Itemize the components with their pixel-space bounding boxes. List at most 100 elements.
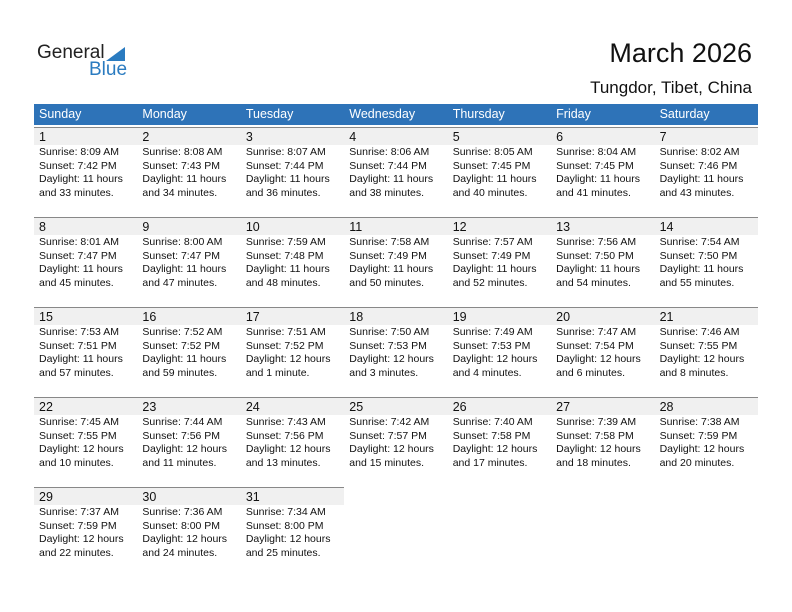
- day-info: Sunrise: 7:57 AM Sunset: 7:49 PM Daylight:…: [448, 235, 551, 290]
- page-title: March 2026: [609, 38, 752, 68]
- day-info: Sunrise: 8:06 AM Sunset: 7:44 PM Daylight:…: [344, 145, 447, 200]
- day-info: Sunrise: 7:49 AM Sunset: 7:53 PM Daylight:…: [448, 325, 551, 380]
- daylight-minutes-text: and 8 minutes.: [659, 366, 729, 379]
- day-info: Sunrise: 7:46 AM Sunset: 7:55 PM Daylight:…: [655, 325, 758, 380]
- sunset-text: Sunset: 7:43 PM: [142, 159, 221, 172]
- day-info: Sunrise: 7:56 AM Sunset: 7:50 PM Daylight:…: [551, 235, 654, 290]
- daylight-text: Daylight: 11 hours: [556, 263, 640, 275]
- day-info: Sunrise: 7:42 AM Sunset: 7:57 PM Daylight:…: [344, 415, 447, 470]
- day-number: 18: [344, 307, 448, 325]
- weekday-friday: Friday: [556, 107, 591, 121]
- day-cell: 14 Sunrise: 7:54 AM Sunset: 7:50 PM Dayligh…: [654, 215, 758, 305]
- daylight-text: Daylight: 11 hours: [39, 173, 123, 185]
- daylight-text: Daylight: 11 hours: [142, 263, 227, 275]
- sunrise-text: Sunrise: 7:40 AM: [452, 416, 533, 428]
- day-cell: 29 Sunrise: 7:37 AM Sunset: 7:59 PM Dayligh…: [34, 485, 138, 575]
- day-info: Sunrise: 7:53 AM Sunset: 7:51 PM Daylight:…: [34, 325, 137, 380]
- day-cell: 18 Sunrise: 7:50 AM Sunset: 7:53 PM Dayligh…: [344, 305, 448, 395]
- day-number: 21: [654, 307, 758, 325]
- day-info: Sunrise: 8:07 AM Sunset: 7:44 PM Daylight:…: [241, 145, 344, 200]
- day-info: Sunrise: 8:05 AM Sunset: 7:45 PM Daylight:…: [448, 145, 551, 200]
- daylight-minutes-text: and 22 minutes.: [39, 546, 114, 559]
- sunrise-text: Sunrise: 7:59 AM: [245, 236, 326, 248]
- sunset-text: Sunset: 7:42 PM: [39, 159, 117, 172]
- day-cell: 4 Sunrise: 8:06 AM Sunset: 7:44 PM Daylight…: [344, 125, 448, 215]
- daylight-minutes-text: and 20 minutes.: [659, 456, 735, 469]
- day-number: 25: [344, 397, 448, 415]
- daylight-text: Daylight: 12 hours: [659, 443, 745, 455]
- day-number: 19: [447, 307, 552, 325]
- sunrise-text: Sunrise: 7:49 AM: [452, 326, 533, 338]
- daylight-text: Daylight: 12 hours: [142, 533, 228, 545]
- sunset-text: Sunset: 7:49 PM: [452, 249, 531, 262]
- day-number: 7: [654, 127, 758, 145]
- daylight-text: Daylight: 12 hours: [142, 443, 228, 455]
- logo-triangle-icon: [106, 47, 125, 61]
- daylight-minutes-text: and 34 minutes.: [142, 186, 218, 199]
- sunrise-text: Sunrise: 7:42 AM: [349, 416, 430, 428]
- daylight-minutes-text: and 1 minute.: [245, 366, 310, 379]
- daylight-text: Daylight: 11 hours: [452, 263, 537, 275]
- sunrise-text: Sunrise: 7:45 AM: [39, 416, 119, 428]
- day-cell: 9 Sunrise: 8:00 AM Sunset: 7:47 PM Daylight…: [137, 215, 241, 305]
- day-number: 15: [34, 307, 138, 325]
- sunset-text: Sunset: 7:58 PM: [556, 429, 634, 442]
- weekday-thursday: Thursday: [452, 107, 505, 121]
- sunrise-text: Sunrise: 8:05 AM: [452, 146, 533, 158]
- day-number: 16: [137, 307, 241, 325]
- day-number: 14: [654, 217, 758, 235]
- daylight-minutes-text: and 6 minutes.: [556, 366, 626, 379]
- day-info: Sunrise: 8:09 AM Sunset: 7:42 PM Daylight:…: [34, 145, 137, 200]
- sunrise-text: Sunrise: 8:06 AM: [349, 146, 430, 158]
- day-cell: 27 Sunrise: 7:39 AM Sunset: 7:58 PM Dayligh…: [551, 395, 655, 485]
- sunset-text: Sunset: 7:59 PM: [39, 519, 117, 532]
- sunrise-text: Sunrise: 7:43 AM: [245, 416, 326, 428]
- day-number: 11: [344, 217, 448, 235]
- daylight-text: Daylight: 12 hours: [245, 353, 331, 365]
- weekday-monday: Monday: [142, 107, 187, 121]
- sunrise-text: Sunrise: 7:54 AM: [659, 236, 740, 248]
- location-subtitle: Tungdor, Tibet, China: [590, 78, 752, 97]
- day-number: 10: [240, 217, 345, 235]
- day-cell: 23 Sunrise: 7:44 AM Sunset: 7:56 PM Dayligh…: [137, 395, 241, 485]
- day-info: Sunrise: 7:47 AM Sunset: 7:54 PM Daylight:…: [551, 325, 654, 380]
- daylight-minutes-text: and 10 minutes.: [39, 456, 114, 469]
- sunset-text: Sunset: 7:50 PM: [659, 249, 738, 262]
- calendar-weeks: 1 Sunrise: 8:09 AM Sunset: 7:42 PM Daylight…: [34, 125, 758, 575]
- day-number: 13: [551, 217, 655, 235]
- daylight-minutes-text: and 57 minutes.: [39, 366, 114, 379]
- day-number: 12: [447, 217, 552, 235]
- daylight-minutes-text: and 48 minutes.: [245, 276, 321, 289]
- empty-cell: [655, 485, 758, 575]
- sunrise-text: Sunrise: 8:02 AM: [659, 146, 740, 158]
- day-number: 29: [34, 487, 138, 505]
- day-cell: 24 Sunrise: 7:43 AM Sunset: 7:56 PM Dayligh…: [240, 395, 345, 485]
- daylight-minutes-text: and 43 minutes.: [659, 186, 735, 199]
- day-cell: 13 Sunrise: 7:56 AM Sunset: 7:50 PM Dayligh…: [551, 215, 655, 305]
- day-number: 17: [240, 307, 345, 325]
- sunset-text: Sunset: 7:53 PM: [349, 339, 427, 352]
- sunset-text: Sunset: 7:51 PM: [39, 339, 117, 352]
- sunset-text: Sunset: 7:52 PM: [142, 339, 221, 352]
- sunset-text: Sunset: 7:44 PM: [245, 159, 324, 172]
- day-cell: 28 Sunrise: 7:38 AM Sunset: 7:59 PM Dayligh…: [654, 395, 758, 485]
- day-number: 26: [447, 397, 552, 415]
- daylight-minutes-text: and 59 minutes.: [142, 366, 218, 379]
- sunset-text: Sunset: 7:52 PM: [245, 339, 324, 352]
- day-info: Sunrise: 8:08 AM Sunset: 7:43 PM Daylight:…: [137, 145, 240, 200]
- day-info: Sunrise: 7:45 AM Sunset: 7:55 PM Daylight:…: [34, 415, 137, 470]
- day-number: 27: [551, 397, 655, 415]
- day-cell: 6 Sunrise: 8:04 AM Sunset: 7:45 PM Daylight…: [551, 125, 655, 215]
- day-number: 1: [34, 127, 138, 145]
- sunset-text: Sunset: 7:50 PM: [556, 249, 634, 262]
- day-cell: 31 Sunrise: 7:34 AM Sunset: 8:00 PM Dayligh…: [240, 485, 345, 575]
- day-number: 4: [344, 127, 448, 145]
- sunrise-text: Sunrise: 7:44 AM: [142, 416, 223, 428]
- day-number: 23: [137, 397, 241, 415]
- daylight-minutes-text: and 24 minutes.: [142, 546, 218, 559]
- sunrise-text: Sunrise: 7:57 AM: [452, 236, 533, 248]
- sunrise-text: Sunrise: 7:37 AM: [39, 506, 119, 518]
- daylight-text: Daylight: 12 hours: [452, 353, 538, 365]
- sunrise-text: Sunrise: 7:56 AM: [556, 236, 637, 248]
